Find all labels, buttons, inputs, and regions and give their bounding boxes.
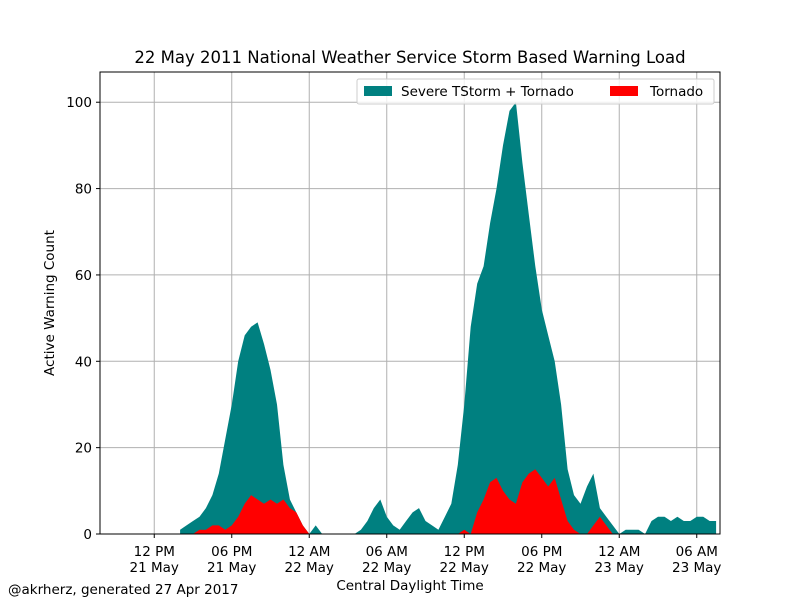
chart-title: 22 May 2011 National Weather Service Sto…	[134, 48, 685, 67]
legend: Severe TStorm + Tornado Tornado	[356, 78, 715, 105]
severe-tstorm-tornado-area	[180, 102, 717, 534]
x-axis-label: Central Daylight Time	[336, 578, 483, 594]
legend-swatch-severe-tstorm-tornado	[364, 86, 392, 96]
legend-swatch-tornado	[610, 86, 638, 96]
credit-text: @akrherz, generated 27 Apr 2017	[8, 582, 238, 598]
plot-frame	[99, 71, 721, 535]
y-tick-label: 20	[75, 441, 92, 457]
legend-label-tornado: Tornado	[649, 84, 703, 100]
tornado-area	[180, 469, 717, 534]
x-tick-label: 12 AM	[288, 544, 330, 560]
legend-box	[356, 78, 715, 105]
x-tick-label: 21 May	[207, 560, 256, 576]
y-tick-label: 100	[66, 95, 92, 111]
x-tick-label: 22 May	[440, 560, 489, 576]
y-tick-label: 40	[75, 354, 92, 370]
x-tick-label: 06 AM	[366, 544, 408, 560]
x-tick-label: 22 May	[362, 560, 411, 576]
y-tick-label: 80	[75, 182, 92, 198]
x-tick-label: 21 May	[130, 560, 179, 576]
x-tick-label: 22 May	[517, 560, 566, 576]
x-tick-label: 06 AM	[676, 544, 718, 560]
x-tick-label: 06 PM	[521, 544, 562, 560]
x-tick-label: 12 PM	[444, 544, 485, 560]
x-tick-label: 23 May	[672, 560, 721, 576]
legend-label-severe-tstorm-tornado: Severe TStorm + Tornado	[401, 84, 574, 100]
x-tick-label: 22 May	[285, 560, 334, 576]
y-tick-label: 0	[83, 527, 92, 543]
x-tick-label: 12 PM	[134, 544, 175, 560]
x-tick-label: 12 AM	[598, 544, 640, 560]
y-axis-label: Active Warning Count	[42, 230, 58, 376]
x-tick-label: 23 May	[595, 560, 644, 576]
y-tick-label: 60	[75, 268, 92, 284]
y-axis-ticks: 0 20 40 60 80 100	[66, 95, 100, 543]
x-tick-label: 06 PM	[211, 544, 252, 560]
